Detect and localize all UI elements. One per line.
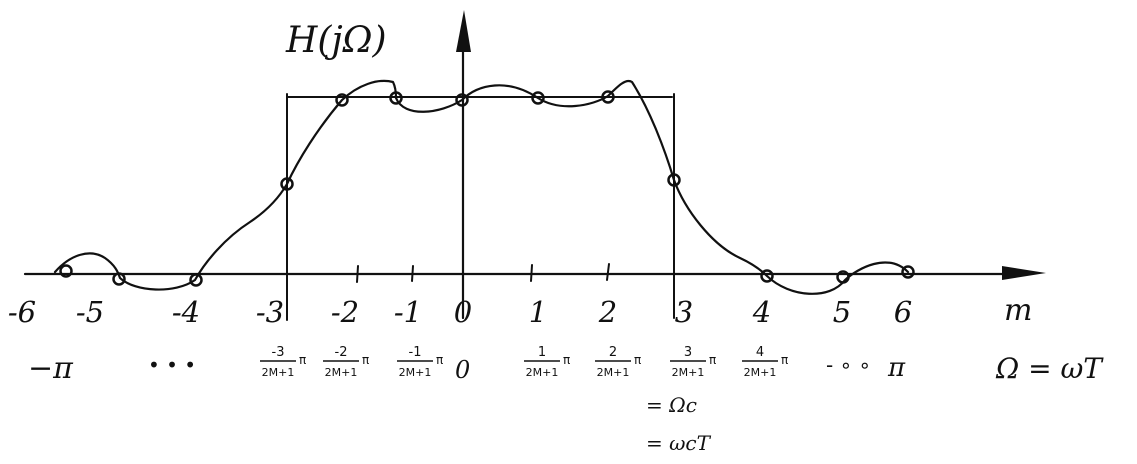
omega-fraction: -3 2M+1 π [260,345,306,379]
fraction-numerator: 2 [609,345,617,360]
fraction-pi: π [563,353,570,367]
omega-fraction: 3 2M+1 π [670,345,716,379]
m-tick-label: -6 [8,295,36,329]
omega-fraction: -1 2M+1 π [397,345,443,379]
fraction-pi: π [436,353,443,367]
fraction-numerator: -1 [409,345,422,360]
omega-left-ellipsis: • • • [148,353,196,377]
cutoff-note-omega-c: = Ωc [646,393,697,417]
tick-m-minus2 [356,265,359,283]
m-tick-label: -1 [394,295,422,329]
m-tick-label: -3 [256,295,284,329]
omega-right-ellipsis: - ∘ ∘ [826,353,871,377]
cutoff-note-omega-c-t: = ωcT [646,431,712,455]
m-tick-label: -4 [172,295,200,329]
omega-fraction: 2 2M+1 π [595,345,641,379]
sample-point [335,93,349,107]
omega-fraction: 1 2M+1 π [524,345,570,379]
sample-point [389,91,403,105]
x-axis-arrow [1002,266,1046,280]
sample-point [531,91,545,105]
sample-points [59,90,915,287]
sample-point [280,177,294,191]
fraction-pi: π [781,353,788,367]
fraction-pi: π [299,353,306,367]
fraction-numerator: 3 [684,345,692,360]
sample-point [59,264,73,278]
m-tick-labels: -6 -5 -4 -3 -2 -1 0 1 2 3 4 5 6 [8,295,912,329]
fraction-numerator: -2 [335,345,348,360]
m-tick-label: -2 [331,295,359,329]
m-tick-label: 4 [752,295,771,329]
y-axis-label-text: H(jΩ) [285,20,387,61]
fraction-numerator: -3 [272,345,285,360]
omega-right-pi: π [887,353,906,383]
tick-m-minus1 [411,265,414,282]
omega-zero: 0 [455,356,470,384]
sample-point [112,272,126,286]
fraction-denominator: 2M+1 [262,366,295,379]
m-tick-label: 5 [833,295,851,329]
m-tick-label: 2 [598,295,617,329]
omega-left-pi: −π [28,351,74,386]
m-tick-label: 3 [675,295,693,329]
m-tick-label: -5 [76,295,104,329]
fraction-pi: π [709,353,716,367]
fraction-denominator: 2M+1 [597,366,630,379]
y-axis-arrow [456,10,471,52]
y-axis-label: H(jΩ) [285,20,387,61]
sample-point [760,269,774,283]
interpolated-response-curve [53,79,910,295]
sample-point [667,173,681,187]
fraction-denominator: 2M+1 [672,366,705,379]
sample-point [901,265,915,279]
fraction-numerator: 1 [538,345,546,360]
omega-fraction: 4 2M+1 π [742,345,788,379]
tick-m-2 [606,263,610,281]
m-tick-label: 0 [454,295,472,329]
omega-tick-labels: −π • • • 0 - ∘ ∘ π -3 2M+1 π -2 2M+1 π -1 2M+1 π 1 2M+1… [28,345,906,386]
tick-m-1 [530,264,533,282]
fraction-pi: π [362,353,369,367]
sample-point [601,90,615,104]
fraction-denominator: 2M+1 [399,366,432,379]
fraction-denominator: 2M+1 [744,366,777,379]
x-axis-label: m [1004,293,1032,328]
omega-fraction: -2 2M+1 π [323,345,369,379]
fraction-denominator: 2M+1 [325,366,358,379]
fraction-pi: π [634,353,641,367]
fraction-numerator: 4 [756,345,764,360]
m-tick-label: 6 [894,295,912,329]
sample-point [455,93,469,107]
sample-point [189,273,203,287]
fraction-denominator: 2M+1 [526,366,559,379]
omega-definition: Ω = ωT [995,352,1104,385]
m-tick-label: 1 [529,295,547,329]
sample-point [836,270,850,284]
